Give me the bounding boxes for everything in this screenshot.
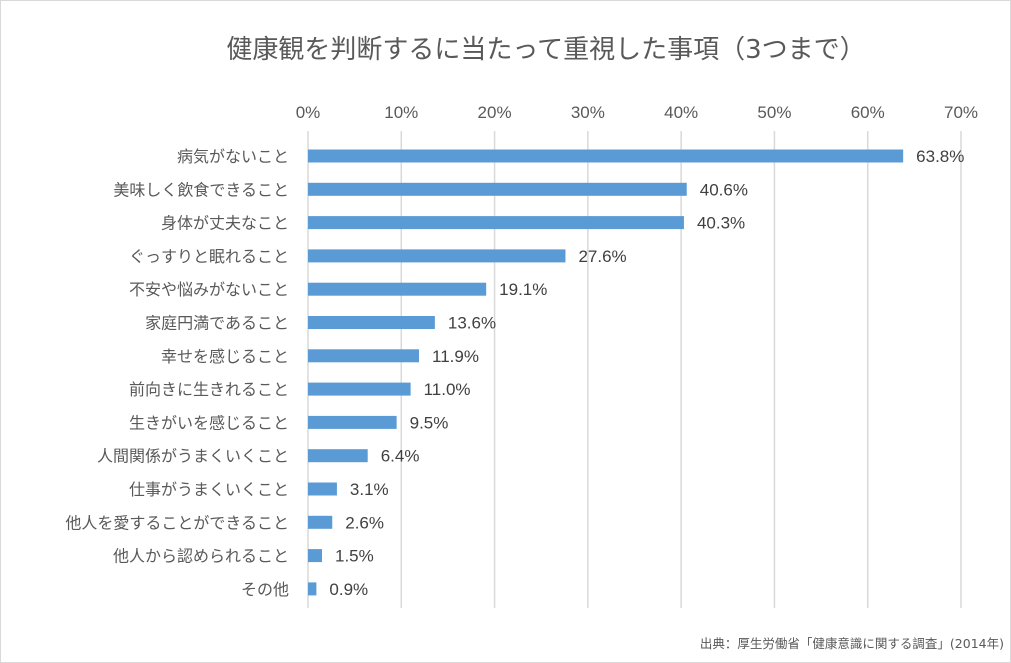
category-label: 不安や悩みがないこと xyxy=(129,280,289,299)
category-label: その他 xyxy=(241,580,289,599)
x-tick-label: 0% xyxy=(296,103,321,122)
x-tick-label: 20% xyxy=(478,103,512,122)
bar xyxy=(308,249,566,263)
category-label: 他人から認められること xyxy=(113,547,289,566)
bar xyxy=(308,549,322,563)
data-label: 40.6% xyxy=(700,180,748,199)
category-label: 前向きに生きれること xyxy=(129,380,289,399)
data-label: 2.6% xyxy=(345,513,384,532)
data-label: 11.9% xyxy=(432,347,479,366)
category-label: 身体が丈夫なこと xyxy=(161,214,289,233)
gridlines xyxy=(307,131,962,608)
category-labels: 病気がないこと美味しく飲食できること身体が丈夫なことぐっすりと眠れること不安や悩… xyxy=(65,147,289,599)
data-label: 13.6% xyxy=(448,314,496,333)
data-label: 3.1% xyxy=(350,480,389,499)
data-label: 11.0% xyxy=(424,380,471,399)
x-tick-label: 70% xyxy=(944,103,978,122)
data-label: 9.5% xyxy=(410,413,449,432)
bar xyxy=(308,482,337,496)
category-label: 美味しく飲食できること xyxy=(113,180,289,199)
data-label: 19.1% xyxy=(499,280,547,299)
bar xyxy=(308,449,368,463)
category-label: 他人を愛することができること xyxy=(65,513,289,532)
x-tick-label: 30% xyxy=(571,103,605,122)
x-tick-label: 40% xyxy=(664,103,698,122)
data-labels: 63.8% 40.6% 40.3% 27.6% 19.1%13.6% 11.9% 11.0%… xyxy=(329,147,964,599)
bar xyxy=(308,182,687,196)
category-label: 人間関係がうまくいくこと xyxy=(97,447,289,466)
bar xyxy=(308,415,397,429)
category-label: 幸せを感じること xyxy=(161,347,289,366)
data-label: 63.8% xyxy=(916,147,964,166)
chart-title: 健康観を判断するに当たって重視した事項（3つまで） xyxy=(226,35,865,65)
bar xyxy=(308,582,317,596)
bar xyxy=(308,349,420,363)
bar xyxy=(308,316,435,329)
x-tick-label: 10% xyxy=(384,103,418,122)
data-label: 1.5% xyxy=(335,547,374,566)
data-label: 40.3% xyxy=(697,214,745,233)
category-label: 家庭円満であること xyxy=(145,314,289,333)
category-label: 仕事がうまくいくこと xyxy=(129,480,289,499)
bars xyxy=(308,149,904,596)
data-label: 6.4% xyxy=(381,447,420,466)
x-tick-label: 50% xyxy=(757,103,791,122)
x-axis-ticks: 0% 10% 20% 30% 40% 50% 60% 70% xyxy=(296,103,978,122)
x-tick-label: 60% xyxy=(851,103,885,122)
data-label: 0.9% xyxy=(329,580,368,599)
data-label: 27.6% xyxy=(578,247,626,266)
category-label: ぐっすりと眠れること xyxy=(129,247,289,266)
bar xyxy=(308,282,487,296)
category-label: 生きがいを感じること xyxy=(129,413,289,432)
bar xyxy=(308,382,411,396)
bar xyxy=(308,216,684,230)
source-note: 出典：厚生労働省「健康意識に関する調査」(2014年) xyxy=(700,636,1004,651)
bar xyxy=(308,149,904,163)
category-label: 病気がないこと xyxy=(177,147,289,166)
bar xyxy=(308,515,333,529)
